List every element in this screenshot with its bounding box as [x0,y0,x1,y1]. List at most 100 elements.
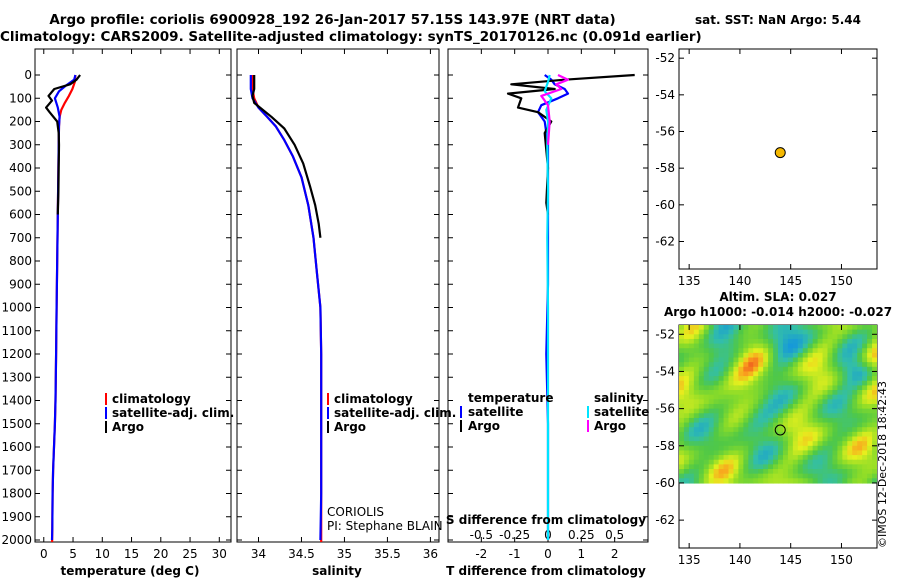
sla-cell [708,329,715,335]
sla-cell [817,399,824,405]
sla-cell [797,455,804,461]
x-tick-label: 15 [124,547,139,561]
sla-cell [763,459,769,465]
sla-cell [847,455,853,461]
sla-cell [703,362,710,368]
sla-cell [708,473,715,479]
sla-cell [812,445,819,452]
sla-cell [872,408,877,414]
sla-cell [787,334,794,340]
sla-cell [738,352,744,359]
sla-cell [693,352,700,359]
sla-cell [807,464,814,470]
sla-cell [837,427,843,433]
sla-cell [832,422,838,428]
sla-cell [857,403,863,410]
sla-cell [842,362,848,368]
sla-cell [832,348,838,354]
sla-cell [852,334,858,340]
sla-cell [787,343,794,349]
sla-cell [817,445,824,452]
sla-cell [693,478,700,484]
imos-watermark: ©IMOS 12-Dec-2018 18:42:43 [876,381,889,548]
sla-cell [807,459,814,465]
sla-cell [792,422,799,428]
sla-cell [728,329,735,335]
sla-cell [832,334,838,340]
sla-cell [807,366,814,373]
sla-cell [748,380,754,386]
sla-cell [713,403,720,410]
sla-cell [778,464,784,470]
sla-cell [867,390,873,396]
sla-cell [827,385,834,391]
sla-cell [857,343,863,349]
sla-cell [812,338,819,345]
sla-cell [842,338,848,345]
sla-cell [723,478,730,484]
sla-cell [708,417,715,424]
sla-cell [862,334,868,340]
temperature-legend: climatology satellite-adj. clim. Argo [105,392,234,434]
sla-cell [857,357,863,363]
sla-cell [778,394,784,400]
sla-cell [728,325,735,331]
legend-salinity-heading: salinity [594,391,644,405]
sla-cell [837,390,843,396]
sla-cell [768,334,774,340]
sla-cell [773,348,779,354]
sla-title-line1: Altim. SLA: 0.027 [719,290,836,304]
sla-cell [708,362,715,368]
sla-cell [847,371,853,377]
x-tick-label: 0 [544,547,552,561]
sla-cell [807,390,814,396]
sla-cell [713,376,720,382]
sla-cell [708,385,715,391]
sla-cell [802,371,809,377]
sla-cell [773,427,779,433]
sla-cell [688,469,695,475]
sla-cell [827,348,834,354]
sla-cell [743,450,749,456]
sla-cell [728,357,735,363]
map-x-tick-label: 145 [779,553,802,567]
sla-cell [723,380,730,386]
sla-cell [683,352,690,359]
sla-cell [787,357,794,363]
series-line [540,74,570,145]
sla-cell [817,394,824,400]
salinity-axes [236,48,440,543]
sla-cell [773,455,779,461]
sla-cell [748,352,754,359]
sla-cell [698,329,705,335]
sla-cell [787,469,794,475]
sla-cell [688,357,695,363]
sla-cell [778,329,784,335]
y-tick-label: 1300 [1,370,32,384]
sla-cell [758,427,764,433]
sla-cell [817,455,824,461]
sla-cell [738,445,744,452]
sla-cell [837,366,843,373]
sla-cell [688,473,695,479]
sla-cell [832,473,838,479]
sla-cell [832,371,838,377]
sla-cell [768,427,774,433]
sla-cell [782,469,789,475]
sla-cell [782,380,789,386]
sla-cell [718,348,725,354]
sla-cell [713,325,720,331]
sla-cell [827,380,834,386]
sla-cell [837,394,843,400]
sla-cell [867,422,873,428]
salinity-xlabel: salinity [312,564,362,578]
sla-cell [693,427,700,433]
sla-cell [703,445,710,452]
sla-cell [679,459,685,465]
sla-cell [792,464,799,470]
sla-cell [872,329,877,335]
sla-cell [683,371,690,377]
sla-cell [782,376,789,382]
sla-cell [708,436,715,442]
sla-cell [837,348,843,354]
